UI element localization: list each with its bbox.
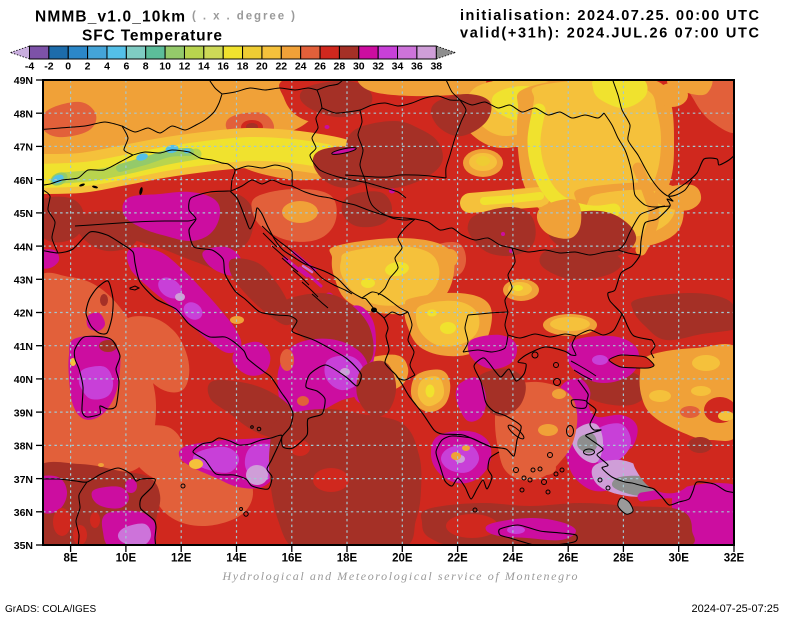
- svg-text:Hydrological and Meteorologica: Hydrological and Meteorological service …: [222, 569, 578, 583]
- svg-text:35N: 35N: [14, 540, 33, 552]
- svg-text:43N: 43N: [14, 275, 33, 287]
- svg-text:6: 6: [123, 61, 129, 73]
- svg-text:GrADS: COLA/IGES: GrADS: COLA/IGES: [5, 604, 96, 615]
- svg-text:18E: 18E: [337, 553, 358, 565]
- svg-text:10: 10: [159, 61, 171, 73]
- svg-text:30E: 30E: [668, 553, 689, 565]
- svg-text:2024-07-25-07:25: 2024-07-25-07:25: [692, 603, 779, 615]
- svg-text:49N: 49N: [14, 75, 33, 87]
- svg-text:4: 4: [104, 61, 110, 73]
- svg-text:22E: 22E: [447, 553, 468, 565]
- svg-text:20: 20: [256, 61, 268, 73]
- svg-text:22: 22: [275, 61, 287, 73]
- svg-text:41N: 41N: [14, 341, 33, 353]
- svg-text:47N: 47N: [14, 142, 33, 154]
- svg-text:( . x . degree ): ( . x . degree ): [192, 11, 295, 23]
- svg-text:12: 12: [179, 61, 191, 73]
- svg-text:37N: 37N: [14, 474, 33, 486]
- svg-text:38N: 38N: [14, 441, 33, 453]
- svg-text:30: 30: [353, 61, 365, 73]
- svg-text:16: 16: [217, 61, 229, 73]
- svg-text:18: 18: [237, 61, 249, 73]
- svg-text:-4: -4: [25, 61, 34, 73]
- svg-text:initialisation: 2024.07.25. 00: initialisation: 2024.07.25. 00:00 UTC: [460, 8, 760, 24]
- svg-text:24: 24: [295, 61, 307, 73]
- svg-text:28E: 28E: [613, 553, 634, 565]
- svg-text:12E: 12E: [171, 553, 192, 565]
- svg-text:46N: 46N: [14, 175, 33, 187]
- svg-text:24E: 24E: [503, 553, 524, 565]
- svg-text:14: 14: [198, 61, 210, 73]
- svg-text:36N: 36N: [14, 507, 33, 519]
- svg-text:14E: 14E: [226, 553, 247, 565]
- svg-text:-2: -2: [44, 61, 53, 73]
- svg-text:28: 28: [334, 61, 346, 73]
- svg-text:NMMB_v1.0_10km: NMMB_v1.0_10km: [35, 9, 185, 26]
- svg-text:44N: 44N: [14, 241, 33, 253]
- svg-text:38: 38: [430, 61, 442, 73]
- svg-text:26: 26: [314, 61, 326, 73]
- svg-text:10E: 10E: [116, 553, 137, 565]
- svg-text:0: 0: [65, 61, 71, 73]
- svg-text:8E: 8E: [64, 553, 78, 565]
- svg-text:36: 36: [411, 61, 423, 73]
- svg-text:26E: 26E: [558, 553, 579, 565]
- svg-text:48N: 48N: [14, 108, 33, 120]
- svg-text:2: 2: [85, 61, 91, 73]
- svg-text:40N: 40N: [14, 374, 33, 386]
- svg-text:SFC Temperature: SFC Temperature: [82, 28, 222, 45]
- svg-text:32: 32: [372, 61, 384, 73]
- svg-text:45N: 45N: [14, 208, 33, 220]
- svg-text:32E: 32E: [724, 553, 745, 565]
- svg-text:42N: 42N: [14, 308, 33, 320]
- svg-text:20E: 20E: [392, 553, 413, 565]
- svg-text:39N: 39N: [14, 407, 33, 419]
- svg-text:8: 8: [143, 61, 149, 73]
- svg-text:16E: 16E: [282, 553, 303, 565]
- svg-text:34: 34: [392, 61, 404, 73]
